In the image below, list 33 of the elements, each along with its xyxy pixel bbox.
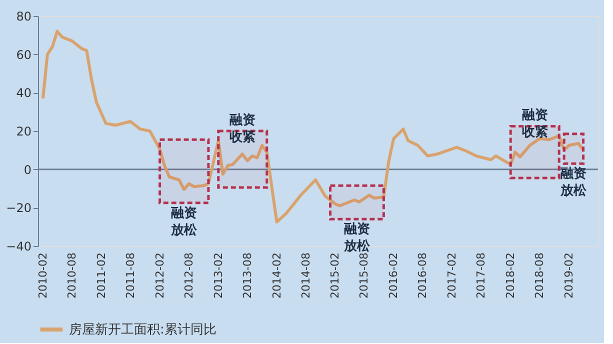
- band-label: 融资收紧: [522, 108, 548, 140]
- y-tick-label: 60: [16, 48, 32, 62]
- x-tick-label: 2015-08: [358, 252, 371, 298]
- x-tick-label: 2015-02: [328, 252, 342, 298]
- x-tick-label: 2017-08: [474, 252, 488, 298]
- x-tick-label: 2010-02: [36, 252, 50, 298]
- y-tick-label: 0: [24, 162, 32, 177]
- y-tick-label: 80: [16, 10, 32, 24]
- x-tick-label: 2014-08: [299, 252, 312, 298]
- legend-label: 房屋新开工面积:累计同比: [69, 322, 216, 338]
- x-tick-label: 2012-02: [153, 252, 166, 298]
- x-tick-label: 2017-02: [446, 252, 459, 298]
- y-tick-label: −40: [6, 240, 32, 254]
- x-tick-label: 2011-08: [124, 252, 137, 298]
- band-label: 融资放松: [170, 206, 198, 238]
- band-label: 融资放松: [342, 222, 371, 254]
- x-tick-label: 2014-02: [270, 252, 284, 298]
- line-series: [41, 30, 585, 224]
- band-label: 融资放松: [560, 166, 588, 199]
- x-tick-label: 2018-08: [533, 252, 546, 298]
- x-tick-label: 2016-08: [416, 252, 430, 298]
- x-tick-label: 2013-02: [212, 252, 225, 298]
- x-tick-label: 2012-08: [182, 252, 196, 298]
- y-tick-label: 40: [16, 86, 32, 100]
- x-tick-label: 2010-08: [65, 252, 78, 298]
- x-tick-label: 2013-08: [240, 252, 254, 298]
- x-tick-label: 2018-02: [504, 252, 518, 298]
- x-tick-label: 2011-02: [94, 252, 108, 298]
- y-tick-label: 20: [16, 124, 32, 138]
- x-tick-label: 2019-02: [562, 252, 576, 298]
- y-tick-label: −20: [6, 201, 32, 216]
- x-tick-label: 2016-02: [387, 252, 400, 298]
- band-label: 融资收紧: [230, 113, 256, 145]
